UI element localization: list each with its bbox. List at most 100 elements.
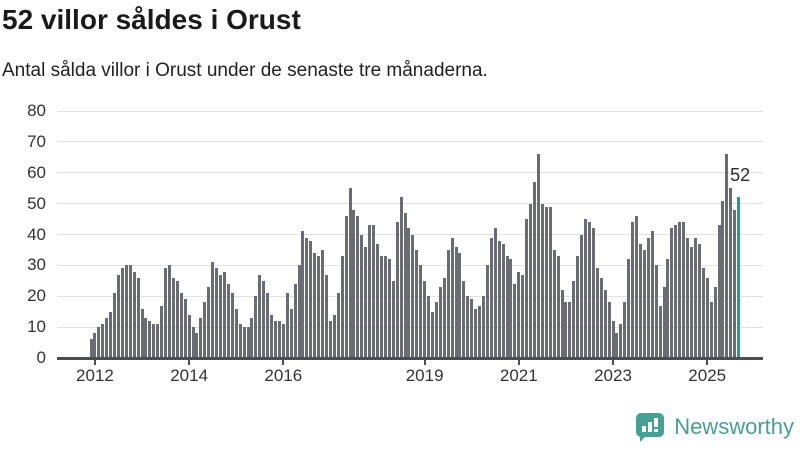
bar — [391, 280, 395, 358]
y-axis-label: 40 — [27, 224, 46, 244]
x-axis-label: 2012 — [76, 366, 114, 385]
bar — [572, 280, 576, 358]
y-axis-label: 60 — [27, 162, 46, 182]
x-axis-tick — [706, 359, 709, 365]
bar — [713, 286, 717, 358]
y-axis-label: 0 — [36, 348, 46, 367]
bar — [289, 308, 293, 358]
bar — [195, 333, 199, 358]
newsworthy-logo: Newsworthy — [635, 410, 794, 444]
bar — [721, 200, 725, 358]
bar — [662, 286, 666, 358]
x-axis-tick — [423, 359, 426, 365]
bar — [466, 296, 470, 358]
bar — [132, 271, 136, 358]
bar — [368, 225, 372, 358]
y-axis-label: 50 — [27, 193, 46, 213]
bar — [623, 302, 627, 358]
bar — [536, 154, 540, 358]
y-axis-label: 80 — [27, 101, 46, 120]
gridline-y-80 — [57, 110, 763, 112]
bar — [148, 320, 152, 358]
bar — [729, 188, 733, 358]
bar — [191, 327, 195, 358]
bar — [474, 308, 478, 358]
chart-title: 52 villor såldes i Orust — [2, 4, 301, 35]
bar — [619, 324, 623, 358]
bar — [325, 274, 328, 358]
bar — [599, 277, 603, 358]
bar — [639, 243, 642, 358]
bar — [246, 327, 250, 358]
bar — [215, 268, 219, 358]
bar — [434, 302, 438, 358]
bar — [399, 197, 403, 358]
bar — [124, 265, 128, 358]
bar — [615, 333, 619, 358]
x-axis-label: 2019 — [405, 366, 444, 385]
bar — [321, 249, 325, 358]
bar — [230, 293, 234, 358]
x-axis-tick — [188, 359, 191, 365]
bar — [395, 222, 399, 358]
bar — [293, 283, 297, 358]
bar — [403, 212, 407, 358]
bar — [352, 209, 356, 358]
bar — [113, 293, 117, 358]
bar — [336, 293, 340, 358]
bar — [591, 228, 595, 358]
bar — [301, 231, 305, 358]
bar — [297, 265, 301, 358]
x-axis-label: 2016 — [264, 366, 303, 385]
x-axis-label: 2021 — [499, 366, 538, 385]
bar — [564, 302, 568, 358]
x-axis-tick — [612, 359, 615, 365]
x-axis-tick — [517, 359, 520, 365]
bar — [517, 271, 521, 358]
bar — [697, 243, 701, 358]
bar — [93, 333, 97, 358]
bar — [693, 237, 697, 358]
bar — [450, 237, 454, 358]
bar — [513, 283, 517, 358]
bar — [701, 268, 705, 358]
bar — [415, 249, 419, 358]
bar — [489, 237, 493, 358]
bar — [313, 253, 317, 358]
bar — [234, 308, 238, 358]
bar — [317, 256, 321, 358]
bar — [485, 265, 489, 358]
bar — [105, 317, 109, 358]
newsworthy-icon — [635, 412, 666, 443]
bar — [478, 305, 482, 358]
x-axis-label: 2023 — [594, 366, 632, 385]
bar — [584, 219, 588, 358]
bar — [446, 249, 450, 358]
bar — [360, 234, 364, 358]
bar — [646, 237, 650, 358]
bar — [419, 265, 423, 358]
bar — [678, 222, 682, 358]
bar — [340, 256, 344, 358]
bar — [120, 268, 124, 358]
bar — [222, 271, 226, 358]
x-axis-label: 2025 — [688, 366, 727, 385]
bar — [470, 299, 474, 358]
bar — [109, 311, 113, 358]
bar — [544, 206, 548, 358]
bar — [576, 256, 580, 358]
bar — [250, 317, 254, 358]
bar — [305, 237, 309, 358]
bar — [631, 222, 635, 358]
newsworthy-wordmark: Newsworthy — [674, 414, 794, 439]
bar — [383, 256, 387, 358]
bar — [187, 314, 191, 358]
bar — [725, 154, 729, 358]
bar — [458, 253, 462, 358]
bar — [160, 305, 164, 358]
bar — [407, 228, 411, 358]
bar — [607, 302, 611, 358]
bar — [376, 243, 380, 358]
bar — [650, 231, 654, 358]
